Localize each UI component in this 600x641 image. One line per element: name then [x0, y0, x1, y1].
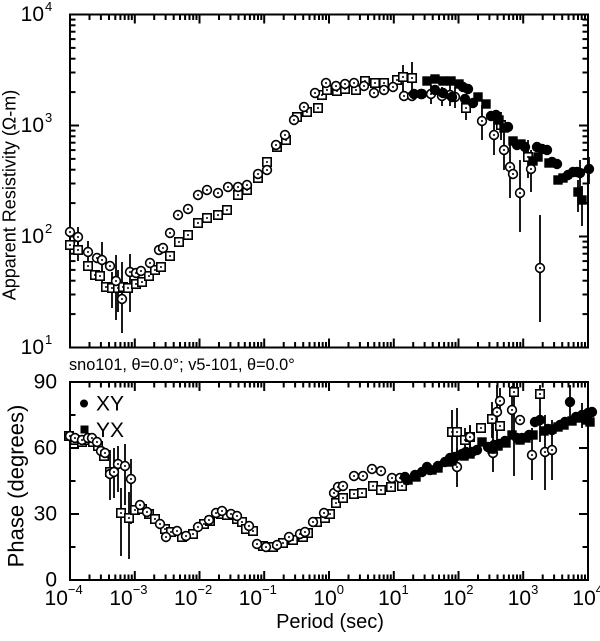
svg-text:10: 10	[21, 114, 44, 137]
svg-text:2: 2	[45, 221, 52, 236]
svg-text:XY: XY	[96, 393, 124, 416]
svg-text:10: 10	[572, 587, 595, 610]
svg-text:2: 2	[466, 582, 473, 597]
svg-text:−3: −3	[133, 582, 148, 597]
svg-text:10: 10	[45, 587, 68, 610]
svg-text:Apparent Resistivity (Ω-m): Apparent Resistivity (Ω-m)	[0, 90, 20, 301]
svg-text:90: 90	[34, 371, 57, 394]
svg-text:−1: −1	[262, 582, 277, 597]
svg-text:−2: −2	[197, 582, 212, 597]
svg-text:30: 30	[34, 503, 57, 526]
svg-text:sno101, θ=0.0°; v5-101, θ=0.0°: sno101, θ=0.0°; v5-101, θ=0.0°	[69, 356, 295, 374]
svg-text:10: 10	[443, 587, 466, 610]
svg-text:10: 10	[239, 587, 262, 610]
svg-text:10: 10	[174, 587, 197, 610]
svg-text:10: 10	[21, 3, 44, 26]
svg-text:Period (sec): Period (sec)	[276, 611, 384, 633]
svg-text:4: 4	[596, 582, 600, 597]
svg-text:10: 10	[313, 587, 336, 610]
svg-text:0: 0	[45, 569, 57, 592]
svg-text:10: 10	[21, 225, 44, 248]
svg-text:10: 10	[21, 336, 44, 359]
svg-text:YX: YX	[96, 419, 124, 442]
svg-text:3: 3	[45, 110, 52, 125]
svg-text:10: 10	[508, 587, 531, 610]
svg-text:10: 10	[109, 587, 132, 610]
svg-text:4: 4	[45, 0, 52, 14]
svg-text:Phase (degrees): Phase (degrees)	[4, 405, 29, 568]
svg-text:−4: −4	[68, 582, 83, 597]
svg-text:1: 1	[45, 332, 52, 347]
svg-text:60: 60	[34, 437, 57, 460]
svg-text:0: 0	[337, 582, 344, 597]
svg-text:3: 3	[531, 582, 538, 597]
svg-text:1: 1	[402, 582, 409, 597]
svg-text:10: 10	[378, 587, 401, 610]
